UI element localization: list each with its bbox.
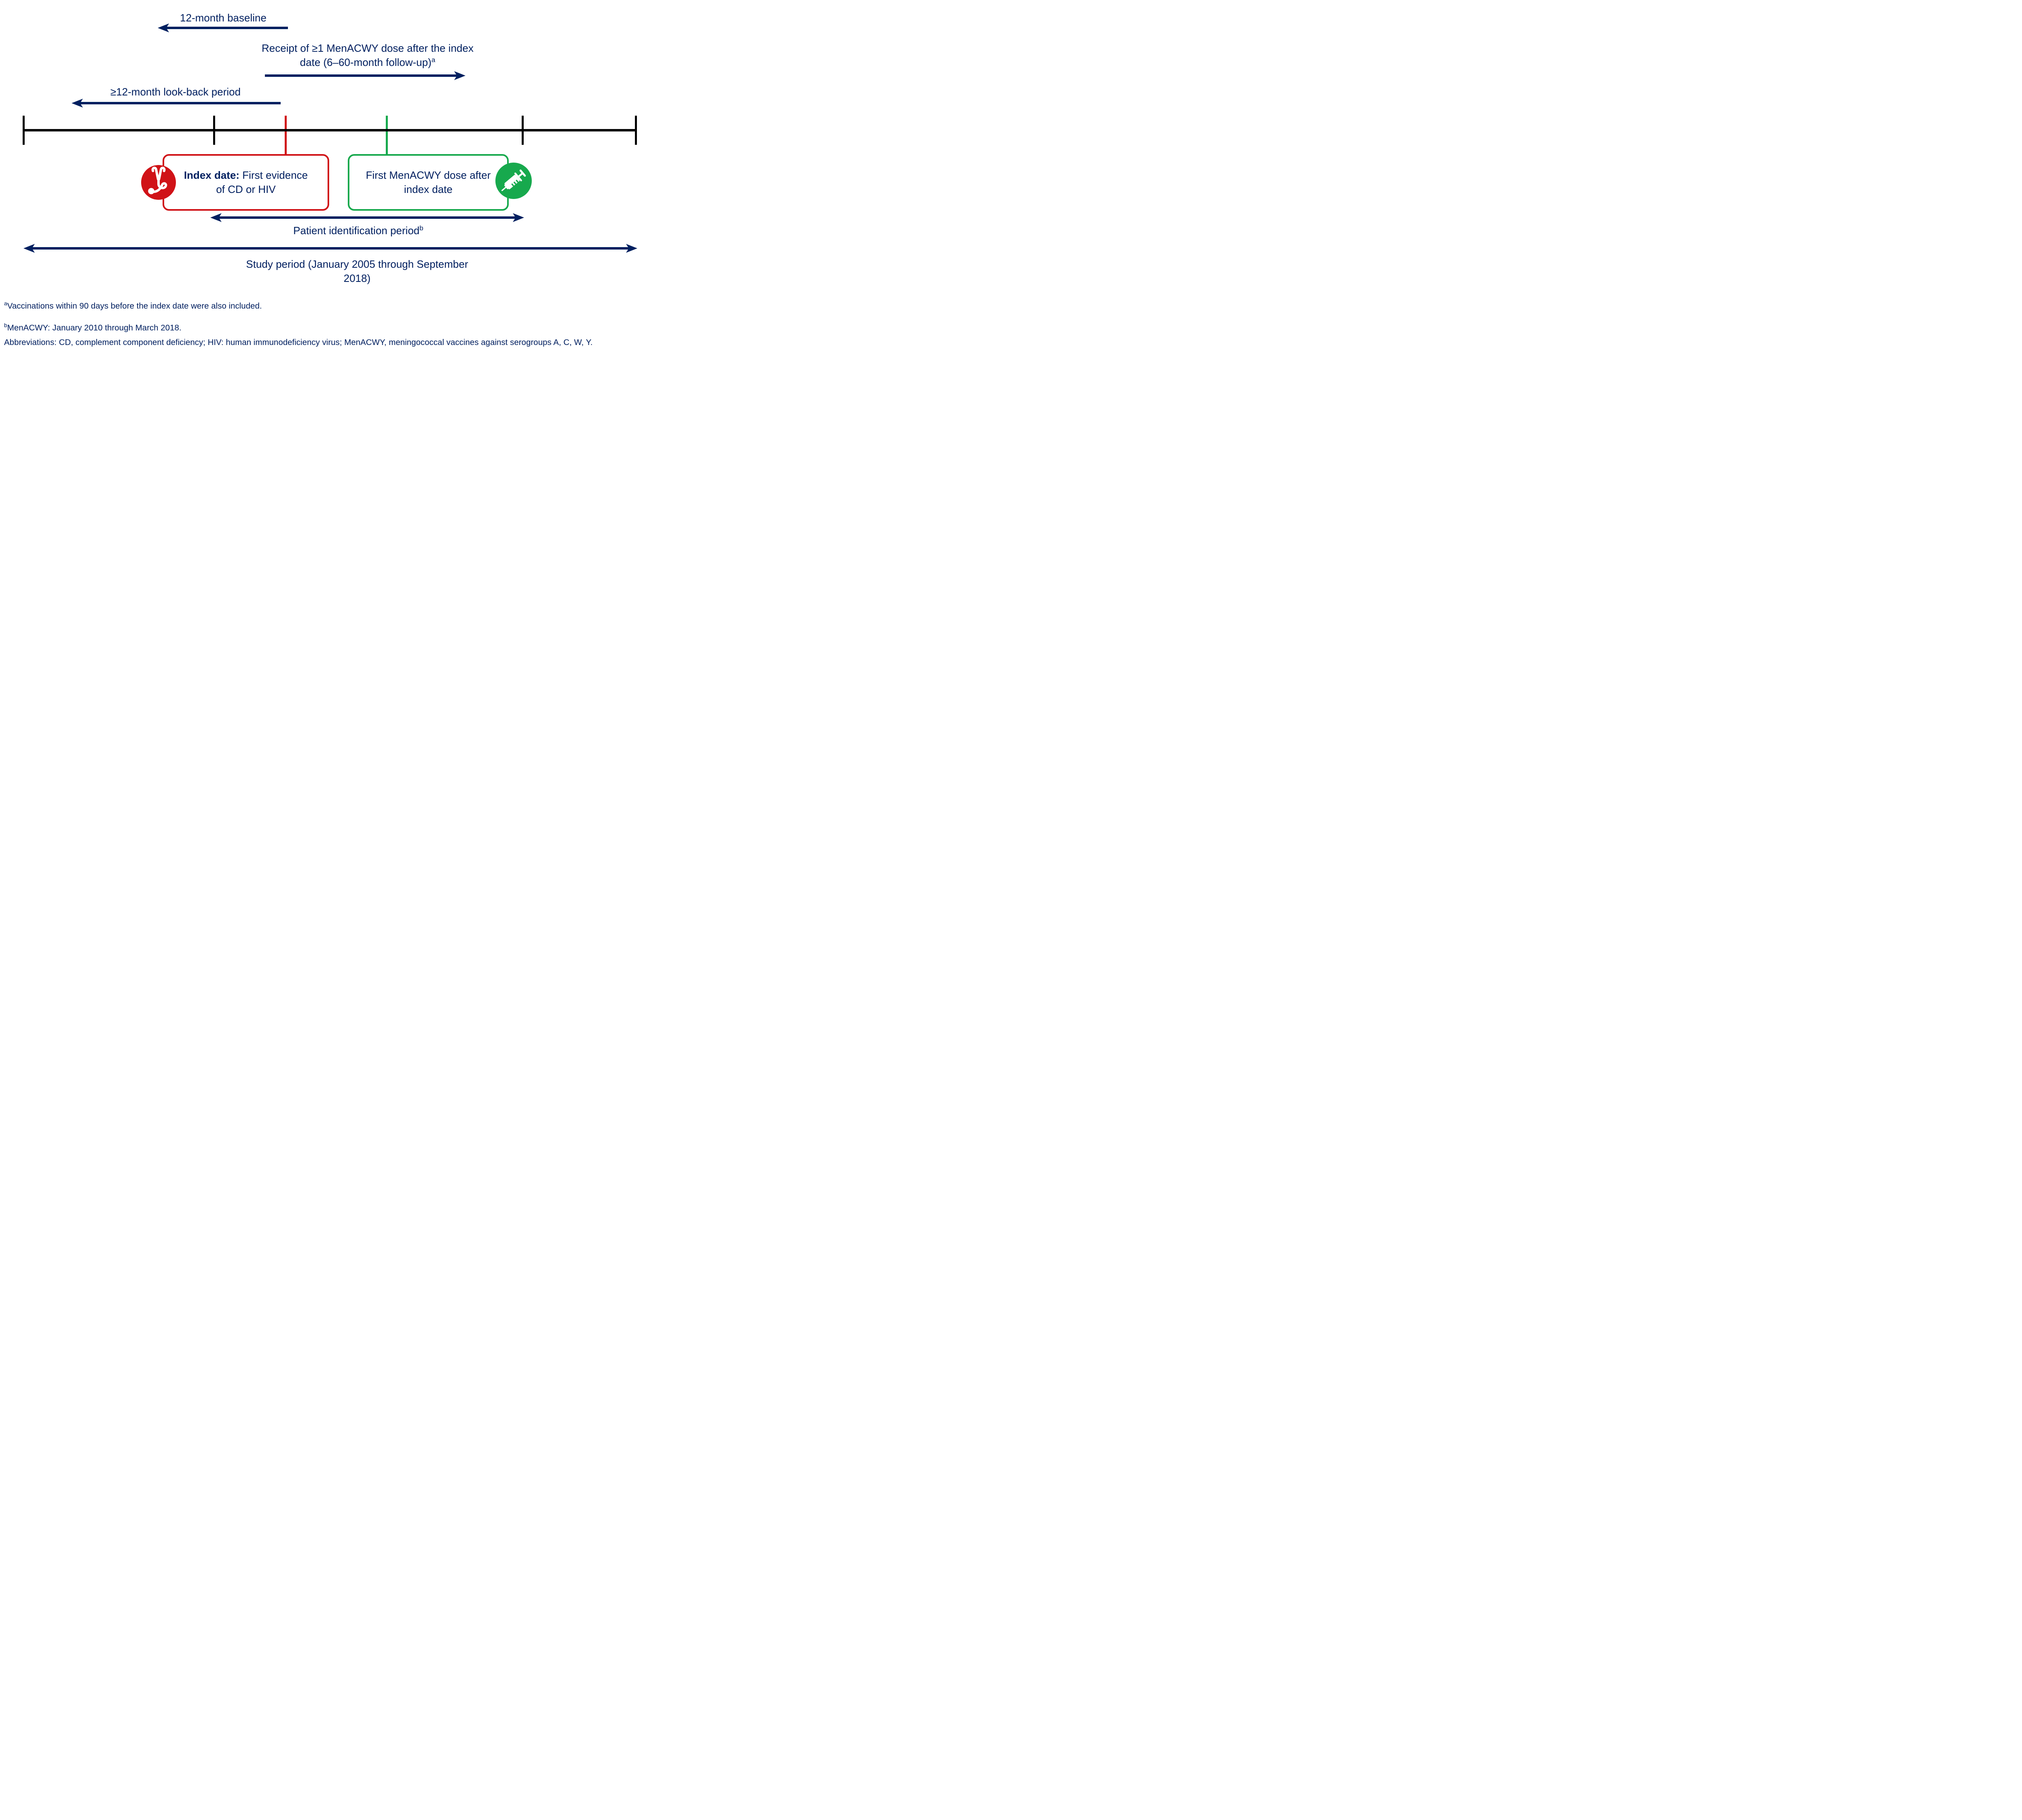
stethoscope-icon: [148, 167, 167, 195]
footnote-b-text: MenACWY: January 2010 through March 2018…: [7, 323, 182, 332]
baseline-left-arrow: [158, 23, 288, 32]
first-dose-box: First MenACWY dose after index date: [348, 154, 509, 211]
index-date-line1: Index date: First evidence: [184, 168, 308, 182]
followup-line2: date (6–60-month follow-up): [300, 56, 431, 68]
syringe-icon: [501, 169, 526, 191]
timeline-tick-end: [635, 116, 637, 145]
index-date-box: Index date: First evidence of CD or HIV: [163, 154, 329, 211]
footnote-a-text: Vaccinations within 90 days before the i…: [7, 301, 262, 311]
index-date-bold: Index date:: [184, 169, 240, 181]
followup-footnote-marker: a: [431, 56, 436, 64]
first-dose-badge: [495, 163, 532, 199]
index-date-tick: [285, 116, 287, 155]
index-date-badge: [141, 165, 176, 200]
lookback-period-text: ≥12-month look-back period: [110, 86, 241, 98]
abbreviations-line: Abbreviations: CD, complement component …: [4, 337, 646, 348]
first-dose-line1: First MenACWY dose after: [366, 169, 491, 181]
first-dose-line2: index date: [404, 183, 453, 195]
footnote-a-marker: a: [4, 300, 7, 307]
study-period-text: Study period (January 2005 through Septe…: [246, 258, 468, 284]
patient-id-double-arrow: [210, 213, 524, 222]
footnote-b: bMenACWY: January 2010 through March 201…: [4, 320, 643, 333]
timeline-bar: [23, 129, 636, 131]
footnote-a: aVaccinations within 90 days before the …: [4, 298, 643, 311]
lookback-period-label: ≥12-month look-back period: [74, 85, 277, 99]
patient-id-footnote-marker: b: [419, 224, 423, 232]
study-period-label: Study period (January 2005 through Septe…: [236, 257, 478, 286]
followup-period-label: Receipt of ≥1 MenACWY dose after the ind…: [248, 41, 487, 70]
patient-id-label: Patient identification periodb: [257, 224, 459, 238]
baseline-period-label: 12-month baseline: [159, 11, 288, 25]
abbreviations-text: Abbreviations: CD, complement component …: [4, 338, 593, 347]
followup-right-arrow: [265, 71, 465, 80]
patient-id-text: Patient identification period: [293, 224, 420, 237]
study-design-diagram: 12-month baseline Receipt of ≥1 MenACWY …: [0, 0, 647, 364]
lookback-left-arrow: [72, 99, 281, 108]
study-period-double-arrow: [23, 244, 637, 253]
index-date-line1-rest: First evidence: [239, 169, 308, 181]
followup-line1: Receipt of ≥1 MenACWY dose after the ind…: [262, 42, 474, 54]
index-date-line2: of CD or HIV: [216, 183, 276, 195]
first-dose-tick: [386, 116, 388, 155]
baseline-period-text: 12-month baseline: [180, 12, 266, 24]
footnote-b-marker: b: [4, 322, 7, 328]
